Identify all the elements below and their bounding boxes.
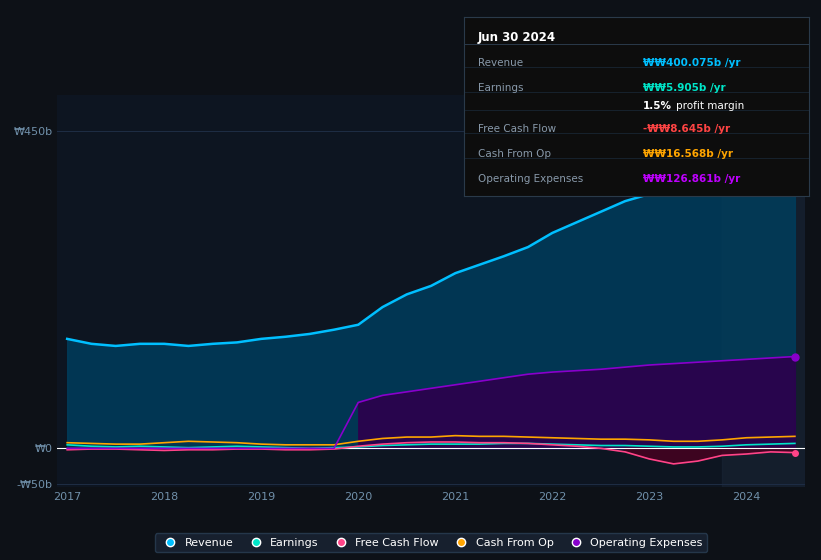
Text: -₩₩8.645b /yr: -₩₩8.645b /yr	[643, 124, 731, 134]
Text: profit margin: profit margin	[676, 101, 744, 111]
Text: ₩₩5.905b /yr: ₩₩5.905b /yr	[643, 83, 726, 93]
Text: Jun 30 2024: Jun 30 2024	[478, 31, 556, 44]
Text: 1.5%: 1.5%	[643, 101, 672, 111]
Text: Operating Expenses: Operating Expenses	[478, 175, 583, 184]
Text: ₩₩400.075b /yr: ₩₩400.075b /yr	[643, 58, 741, 68]
Text: Revenue: Revenue	[478, 58, 523, 68]
Legend: Revenue, Earnings, Free Cash Flow, Cash From Op, Operating Expenses: Revenue, Earnings, Free Cash Flow, Cash …	[155, 533, 707, 552]
Text: Free Cash Flow: Free Cash Flow	[478, 124, 556, 134]
Text: Earnings: Earnings	[478, 83, 523, 93]
Bar	[722, 95, 805, 487]
Text: ₩₩126.861b /yr: ₩₩126.861b /yr	[643, 175, 741, 184]
Text: Cash From Op: Cash From Op	[478, 150, 551, 160]
Text: ₩₩16.568b /yr: ₩₩16.568b /yr	[643, 150, 733, 160]
